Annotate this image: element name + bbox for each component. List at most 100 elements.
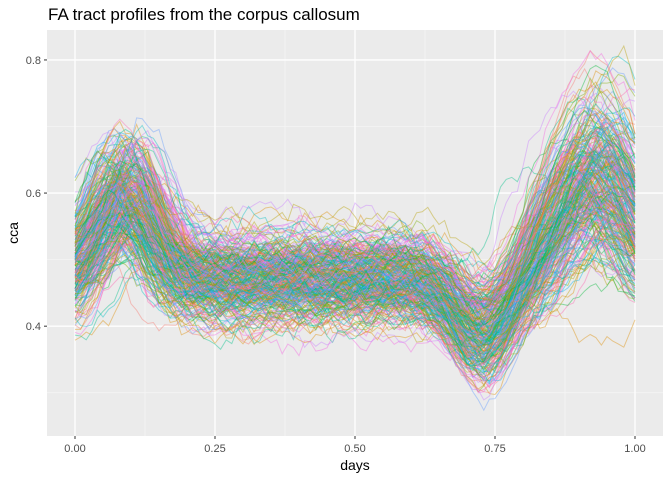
tract-profile-line: [74, 174, 636, 386]
y-tick-label: 0.4: [26, 321, 41, 333]
tract-profile-line: [74, 169, 636, 338]
tract-profile-line: [74, 161, 636, 346]
tract-profile-line: [74, 191, 636, 339]
tract-profile-line: [74, 135, 636, 321]
tract-profile-line: [74, 174, 636, 328]
tract-profile-line: [74, 172, 636, 353]
tract-profile-line: [74, 195, 636, 378]
tract-profile-line: [74, 151, 636, 344]
tract-profile-line: [74, 139, 636, 334]
x-tick-label: 0.75: [484, 443, 505, 455]
tract-profile-line: [74, 110, 636, 288]
tract-profile-line: [74, 167, 636, 312]
tract-profile-line: [74, 173, 636, 315]
tract-profile-line: [74, 171, 636, 324]
tract-profile-line: [74, 125, 636, 319]
tract-profile-line: [74, 64, 636, 310]
tract-profile-line: [74, 131, 636, 284]
tract-profile-line: [74, 141, 636, 304]
tract-profile-line: [74, 150, 636, 328]
tract-profile-line: [74, 171, 636, 362]
tract-profile-line: [74, 199, 636, 378]
tract-profile-line: [74, 152, 636, 317]
tract-profile-line: [74, 240, 636, 374]
tract-profile-line: [74, 160, 636, 344]
tract-profile-line: [74, 155, 636, 347]
tract-profile-line: [74, 210, 636, 365]
tract-profile-line: [74, 175, 636, 309]
tract-profile-line: [74, 143, 636, 333]
tract-profile-line: [74, 143, 636, 291]
tract-profile-line: [74, 199, 636, 387]
tract-profile-line: [74, 201, 636, 376]
axis-ticks: [44, 59, 636, 439]
tract-profile-line: [74, 151, 636, 320]
tract-profile-line: [74, 214, 636, 369]
tract-profile-line: [74, 204, 636, 336]
tract-profile-line: [74, 148, 636, 343]
tract-profile-line: [74, 201, 636, 342]
tract-profile-line: [74, 90, 636, 287]
tract-profile-line: [74, 184, 636, 384]
tract-profile-line: [74, 162, 636, 350]
tract-profile-line: [74, 109, 636, 324]
tract-profile-line: [74, 161, 636, 333]
tract-profile-line: [74, 156, 636, 362]
tract-profile-line: [74, 148, 636, 326]
tract-profile-line: [74, 112, 636, 319]
tract-profile-line: [74, 178, 636, 360]
tract-profile-line: [74, 120, 636, 272]
tract-profile-line: [74, 125, 636, 323]
y-axis-title: cca: [5, 222, 21, 244]
tract-profile-line: [74, 145, 636, 301]
tract-profile-line: [74, 184, 636, 355]
tract-profile-line: [74, 139, 636, 289]
x-tick-label: 0.00: [64, 443, 85, 455]
tract-profile-line: [74, 128, 636, 307]
tract-profile-line: [74, 132, 636, 309]
tract-profile-line: [74, 171, 636, 360]
tract-profile-line: [74, 177, 636, 306]
tract-profile-line: [74, 169, 636, 311]
tract-profile-line: [74, 67, 636, 316]
tract-profile-line: [74, 176, 636, 330]
tract-profile-line: [74, 174, 636, 332]
tract-profile-line: [74, 124, 636, 287]
tract-profile-line: [74, 136, 636, 325]
tract-profile-line: [74, 168, 636, 317]
tract-profile-line: [74, 147, 636, 340]
x-axis-title: days: [340, 457, 370, 473]
tract-profile-line: [74, 202, 636, 382]
tract-profile-line: [74, 127, 636, 295]
tract-profile-line: [74, 166, 636, 332]
tract-profile-line: [74, 163, 636, 343]
tract-profile-line: [74, 150, 636, 349]
tract-profile-line: [74, 164, 636, 305]
tract-profile-line: [74, 107, 636, 302]
tract-profile-line: [74, 141, 636, 355]
tract-profile-line: [74, 127, 636, 304]
tract-profile-line: [74, 140, 636, 365]
tract-profile-line: [74, 131, 636, 310]
tract-profile-line: [74, 147, 636, 373]
tract-profile-line: [74, 88, 636, 313]
tract-profile-line: [74, 119, 636, 283]
tract-profile-line: [74, 73, 636, 289]
tract-profile-line: [74, 150, 636, 362]
tract-profile-line: [74, 200, 636, 401]
tract-profile-line: [74, 158, 636, 302]
tract-profile-line: [74, 148, 636, 334]
tract-profile-line: [74, 160, 636, 326]
tract-profile-line: [74, 152, 636, 338]
tract-profile-line: [74, 138, 636, 307]
tract-profile-line: [74, 188, 636, 369]
tract-profile-line: [74, 139, 636, 339]
tract-profile-line: [74, 115, 636, 316]
tract-profile-line: [74, 127, 636, 326]
tract-profile-line: [74, 136, 636, 298]
tract-profile-line: [74, 172, 636, 353]
tract-profile-line: [74, 196, 636, 339]
tract-profile-line: [74, 225, 636, 367]
tract-profile-line: [74, 128, 636, 323]
tract-profile-line: [74, 182, 636, 389]
